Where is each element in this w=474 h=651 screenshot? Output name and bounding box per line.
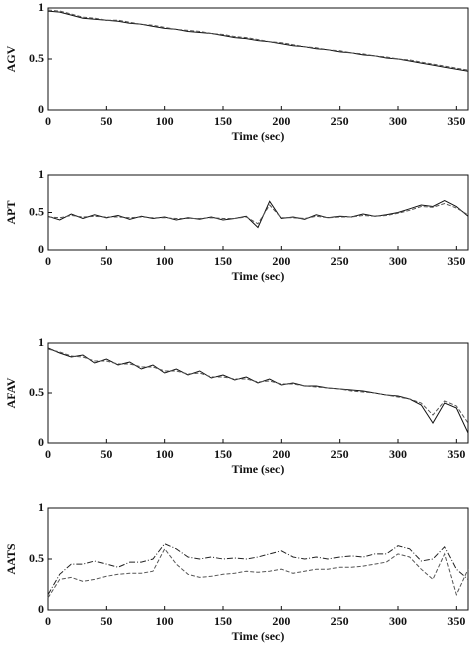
x-tick-label: 150 xyxy=(214,114,232,128)
x-tick-label: 200 xyxy=(272,447,290,461)
x-tick-label: 100 xyxy=(156,447,174,461)
x-tick-label: 50 xyxy=(100,614,112,628)
x-tick-label: 250 xyxy=(331,447,349,461)
y-axis-label: AFAV xyxy=(4,377,18,408)
plot-frame xyxy=(47,507,469,611)
x-tick-label: 300 xyxy=(389,254,407,268)
plot-frame xyxy=(47,7,469,111)
x-tick-label: 350 xyxy=(447,254,465,268)
y-tick-label: 0.5 xyxy=(29,51,44,65)
x-tick-label: 250 xyxy=(331,114,349,128)
y-tick-label: 1 xyxy=(38,0,44,14)
x-tick-label: 0 xyxy=(45,114,51,128)
x-tick-label: 50 xyxy=(100,114,112,128)
x-tick-label: 350 xyxy=(447,114,465,128)
x-tick-label: 150 xyxy=(214,254,232,268)
data-line xyxy=(47,547,469,599)
x-axis-label: Time (sec) xyxy=(232,269,285,283)
x-tick-label: 250 xyxy=(331,254,349,268)
y-tick-label: 0.5 xyxy=(29,204,44,218)
data-line xyxy=(47,543,469,595)
data-line xyxy=(47,9,469,71)
data-line xyxy=(47,347,469,434)
x-tick-label: 0 xyxy=(45,254,51,268)
x-tick-label: 100 xyxy=(156,114,174,128)
y-tick-label: 0.5 xyxy=(29,385,44,399)
x-tick-label: 50 xyxy=(100,447,112,461)
x-tick-label: 250 xyxy=(331,614,349,628)
y-tick-label: 0.5 xyxy=(29,551,44,565)
x-tick-label: 0 xyxy=(45,614,51,628)
plot-frame xyxy=(47,174,469,251)
x-tick-label: 300 xyxy=(389,114,407,128)
x-tick-label: 50 xyxy=(100,254,112,268)
y-tick-label: 0 xyxy=(38,602,44,616)
x-tick-label: 150 xyxy=(214,614,232,628)
x-tick-label: 100 xyxy=(156,614,174,628)
x-tick-label: 200 xyxy=(272,254,290,268)
y-tick-label: 0 xyxy=(38,102,44,116)
y-tick-label: 1 xyxy=(38,167,44,181)
x-tick-label: 100 xyxy=(156,254,174,268)
y-tick-label: 1 xyxy=(38,335,44,349)
data-line xyxy=(47,10,469,72)
x-tick-label: 200 xyxy=(272,114,290,128)
data-line xyxy=(47,348,469,424)
y-axis-label: APT xyxy=(4,201,18,225)
x-axis-label: Time (sec) xyxy=(232,629,285,643)
y-tick-label: 0 xyxy=(38,435,44,449)
x-tick-label: 150 xyxy=(214,447,232,461)
x-tick-label: 350 xyxy=(447,614,465,628)
x-tick-label: 0 xyxy=(45,447,51,461)
data-line xyxy=(47,199,469,229)
x-tick-label: 300 xyxy=(389,614,407,628)
x-tick-label: 350 xyxy=(447,447,465,461)
plot-frame xyxy=(47,342,469,444)
data-line xyxy=(47,202,469,225)
x-axis-label: Time (sec) xyxy=(232,129,285,143)
x-axis-label: Time (sec) xyxy=(232,462,285,476)
x-tick-label: 300 xyxy=(389,447,407,461)
y-tick-label: 0 xyxy=(38,242,44,256)
y-tick-label: 1 xyxy=(38,500,44,514)
y-axis-label: AGV xyxy=(4,45,18,72)
y-axis-label: AATS xyxy=(4,543,18,574)
x-tick-label: 200 xyxy=(272,614,290,628)
